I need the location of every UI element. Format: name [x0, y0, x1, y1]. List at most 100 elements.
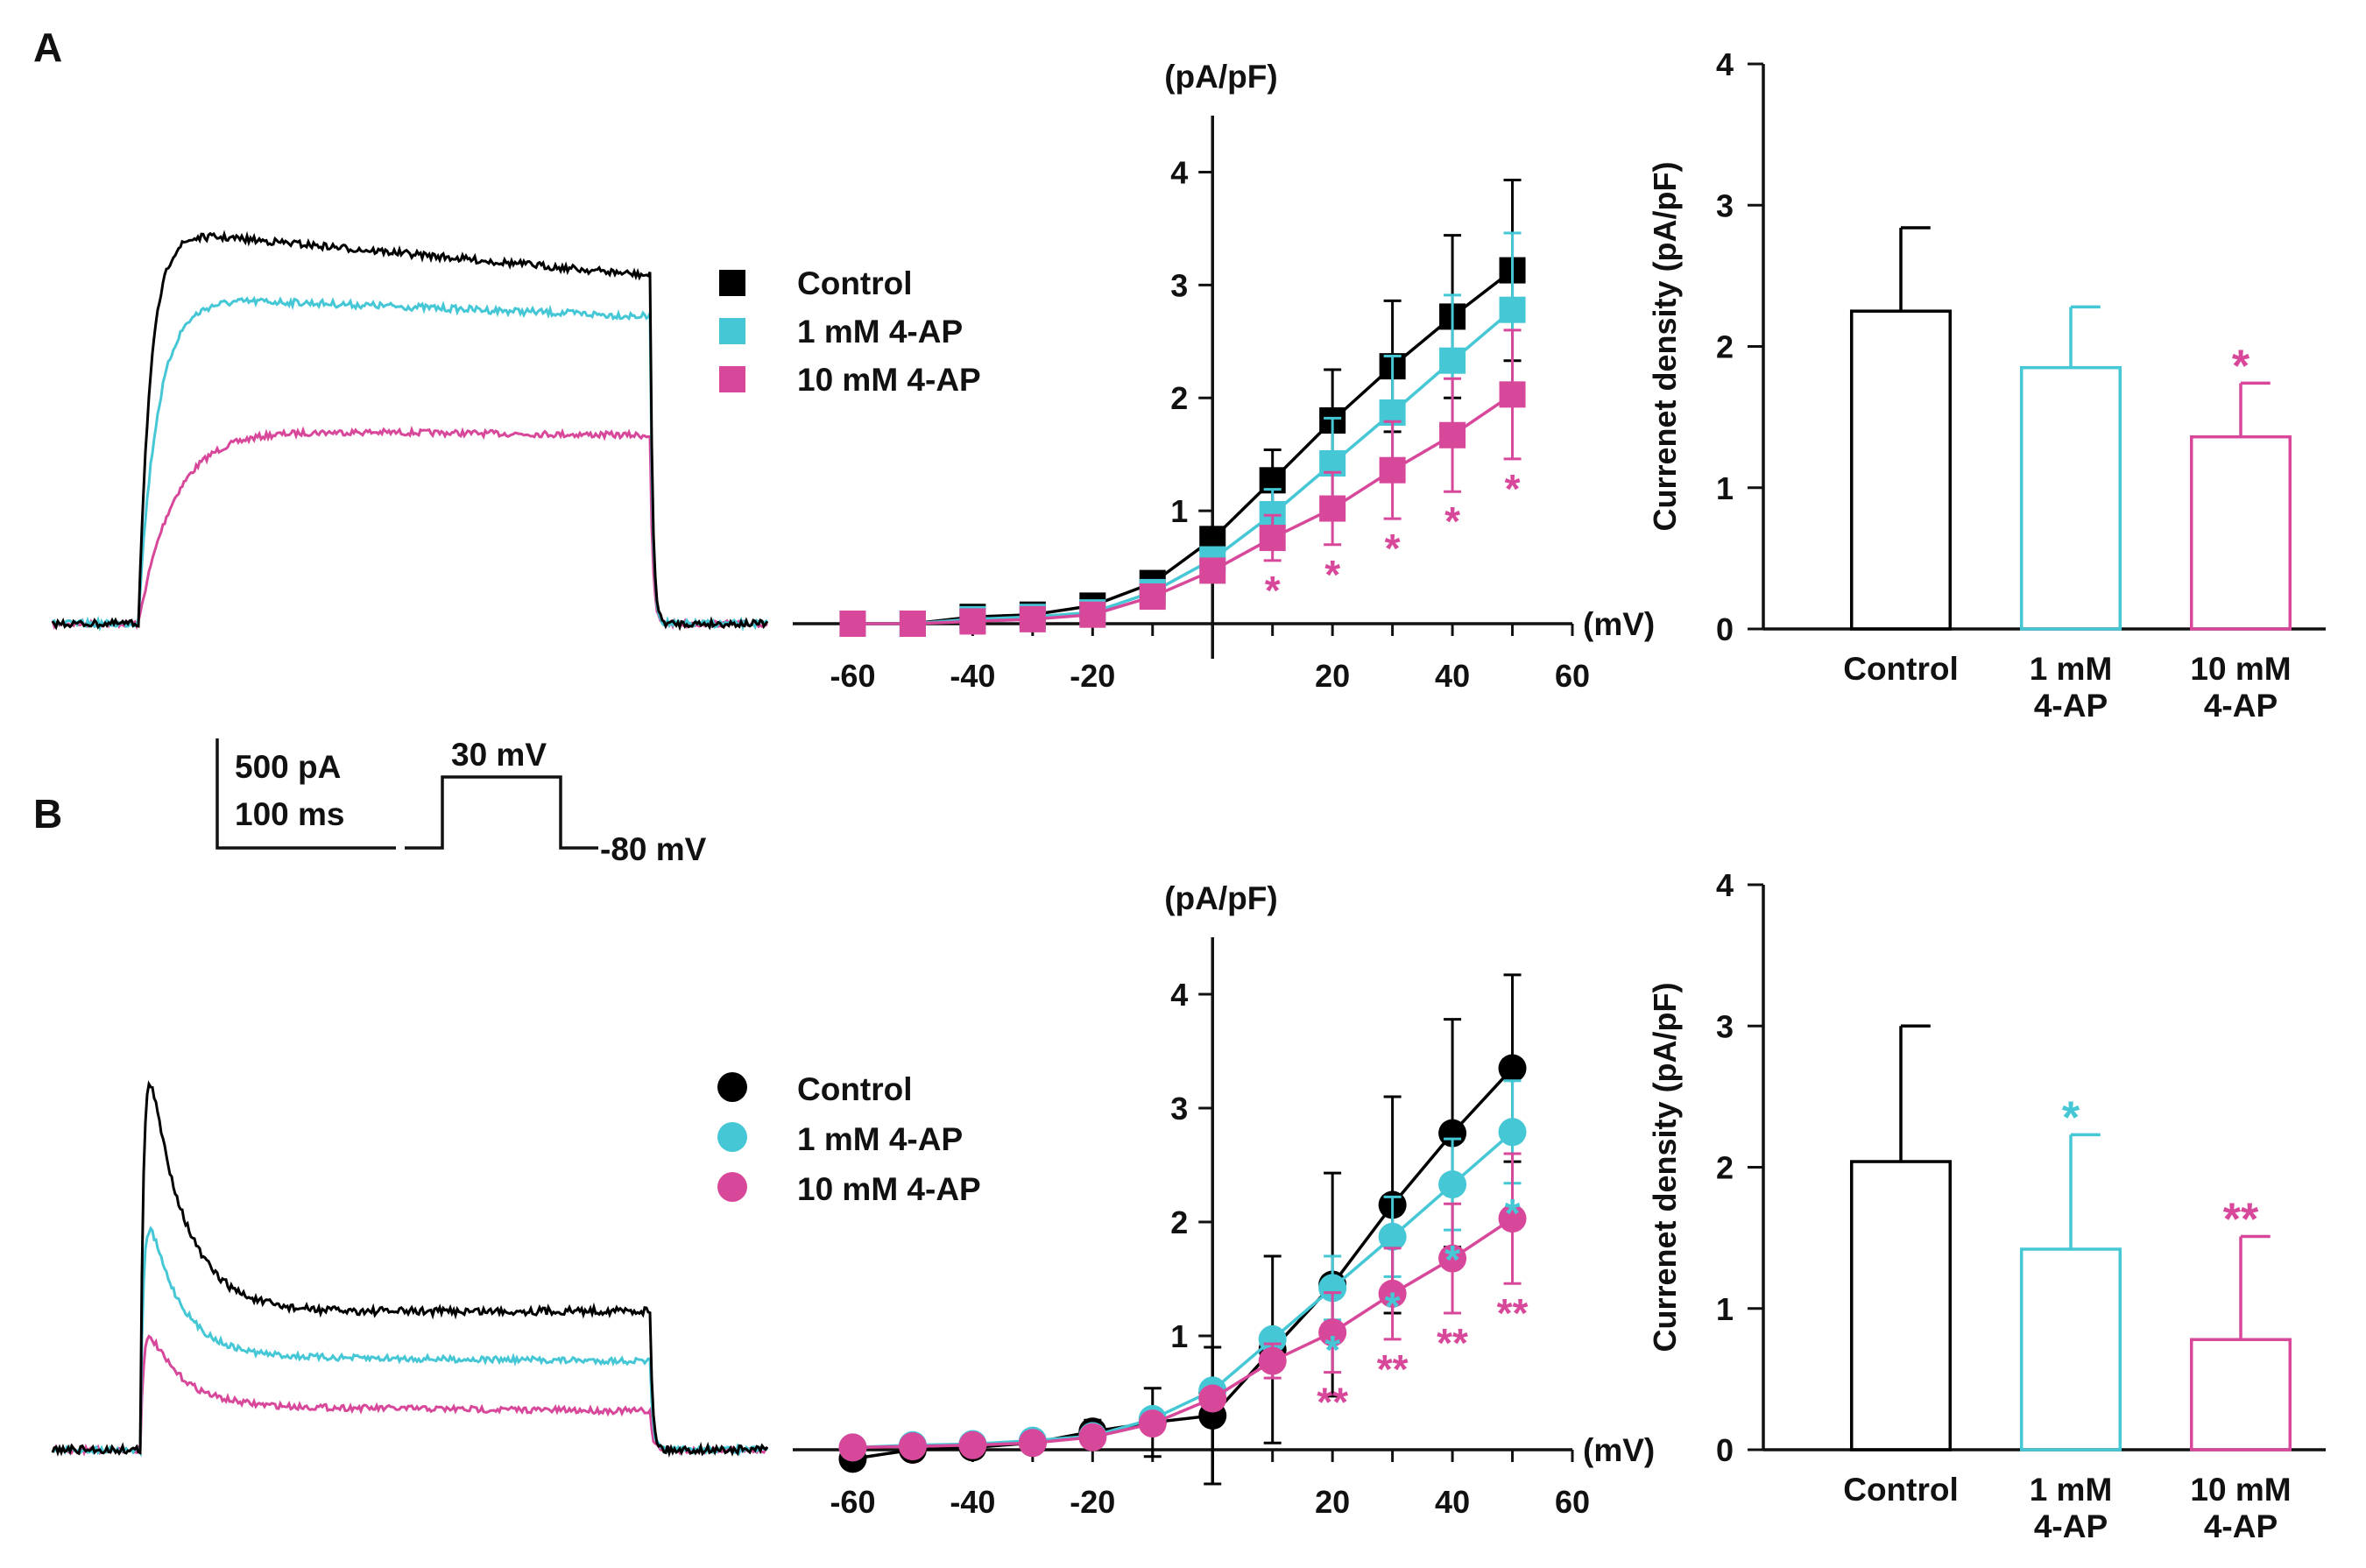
y-tick-label: 3	[1716, 187, 1734, 223]
data-point	[898, 1432, 927, 1461]
legend-b-1mm-label: 1 mM 4-AP	[797, 1121, 963, 1157]
data-point	[1138, 1409, 1167, 1438]
significance-mark: **	[2223, 1195, 2259, 1246]
category-label: 4-AP	[2034, 1508, 2108, 1544]
bar-chart-a: 0 1 2 3 4 Currenet density (pA/pF) Control 1 mM…	[1647, 46, 2326, 724]
y-axis-label: Currenet density (pA/pF)	[1647, 161, 1683, 531]
category-label: 10 mM	[2190, 651, 2291, 687]
legend-a: Control 1 mM 4-AP 10 mM 4-AP	[719, 265, 981, 398]
x-tick-label: -20	[1070, 1484, 1115, 1520]
significance-mark: *	[1265, 568, 1281, 613]
x-tick-label: -40	[950, 1484, 995, 1520]
data-point	[1499, 296, 1526, 323]
significance-mark: *	[2232, 341, 2250, 392]
data-point	[1199, 557, 1226, 584]
x-tick-label: -40	[950, 658, 995, 694]
scale-bar: 500 pA 100 ms	[215, 738, 396, 850]
significance-mark: *	[1385, 526, 1401, 571]
x-tick-label: -20	[1070, 658, 1115, 694]
y-tick-label: 1	[1716, 1291, 1734, 1327]
y-tick-label: 3	[1716, 1008, 1734, 1044]
significance-mark: *	[1324, 552, 1340, 597]
y-tick-label: 4	[1716, 46, 1734, 82]
bar	[1849, 309, 1953, 631]
significance-mark: *	[2062, 1092, 2080, 1143]
legend-a-control-label: Control	[797, 265, 913, 301]
legend-b-10mm-marker	[717, 1172, 747, 1202]
y-tick-label: 3	[1170, 1091, 1188, 1127]
voltage-protocol: 30 mV -80 mV	[405, 737, 707, 867]
significance-mark: *	[1444, 498, 1460, 544]
legend-b-control-label: Control	[797, 1071, 913, 1107]
legend-b-10mm-label: 10 mM 4-AP	[797, 1171, 981, 1207]
trace-a-10mm	[51, 425, 768, 631]
x-tick-label: -60	[830, 658, 875, 694]
bar	[2189, 1338, 2292, 1451]
x-tick-label: 60	[1555, 1484, 1590, 1520]
data-point	[1499, 381, 1526, 408]
significance-mark: *	[1444, 1237, 1460, 1282]
category-label: 1 mM	[2030, 1472, 2113, 1508]
protocol-step-label: 30 mV	[451, 737, 547, 773]
data-point	[1498, 1054, 1527, 1083]
category-label: 4-AP	[2204, 1508, 2278, 1544]
bar	[2019, 1247, 2122, 1451]
trace-a-control	[51, 230, 769, 632]
data-point	[1079, 601, 1106, 628]
y-axis-label: (pA/pF)	[1164, 880, 1277, 916]
series-10-mm-4-ap	[838, 1152, 1527, 1462]
significance-mark: **	[1317, 1380, 1348, 1425]
y-tick-label: 2	[1170, 1204, 1188, 1240]
data-point	[1139, 583, 1166, 611]
data-point	[1439, 421, 1466, 449]
data-point	[839, 611, 866, 637]
legend-a-1mm-marker	[719, 318, 745, 344]
data-point	[1259, 525, 1286, 552]
protocol-line	[405, 775, 598, 850]
legend-a-10mm-label: 10 mM 4-AP	[797, 362, 981, 398]
trace-panel-a	[51, 230, 769, 632]
bar-group-1	[2019, 1133, 2122, 1451]
data-point	[1438, 1170, 1467, 1199]
y-tick-label: 0	[1716, 1432, 1734, 1468]
data-point	[1378, 1222, 1407, 1251]
y-tick-label: 4	[1170, 977, 1188, 1013]
data-point	[959, 608, 986, 635]
bar-group-1	[2019, 305, 2122, 631]
bar-chart-b: 0 1 2 3 4 Currenet density (pA/pF) Control * 1 m…	[1647, 867, 2326, 1544]
data-point	[1379, 456, 1406, 484]
series-10-mm-4-ap	[839, 328, 1526, 637]
significance-mark: **	[1497, 1290, 1529, 1336]
category-label: 4-AP	[2034, 688, 2108, 724]
data-point	[1318, 1274, 1347, 1303]
iv-chart-a: -60 -40 -20 20 40 60 1 2 3 4 (pA/pF) (mV) * * * * *	[793, 59, 1655, 694]
category-label: 1 mM	[2030, 651, 2113, 687]
trace-b-control	[51, 1080, 769, 1458]
scale-bar-time: 100 ms	[235, 796, 345, 832]
trace-b-1mm	[52, 1225, 769, 1458]
scale-bar-current: 500 pA	[235, 749, 341, 785]
y-tick-label: 0	[1716, 611, 1734, 647]
data-point	[1198, 1384, 1227, 1413]
legend-b: Control 1 mM 4-AP 10 mM 4-AP	[717, 1071, 981, 1207]
bar-group-2	[2189, 1234, 2292, 1451]
y-tick-label: 1	[1716, 470, 1734, 506]
panel-label-b: B	[33, 791, 62, 837]
y-tick-label: 3	[1170, 267, 1188, 303]
x-tick-label: 40	[1435, 658, 1470, 694]
data-point	[1258, 1346, 1287, 1375]
x-tick-label: 20	[1315, 658, 1350, 694]
data-point	[1258, 1324, 1287, 1353]
category-label: Control	[1843, 1472, 1959, 1508]
data-point	[1319, 495, 1346, 522]
y-axis-label: (pA/pF)	[1164, 59, 1277, 95]
protocol-hold-label: -80 mV	[600, 831, 707, 867]
y-axis-label: Currenet density (pA/pF)	[1647, 982, 1683, 1352]
legend-b-control-marker	[717, 1072, 747, 1102]
y-tick-label: 2	[1716, 1150, 1734, 1186]
bar	[1849, 1160, 1953, 1451]
x-axis-label: (mV)	[1583, 1432, 1655, 1468]
iv-chart-b: -60 -40 -20 20 40 601234(pA/pF)(mV)**********…	[793, 880, 1655, 1520]
trace-panel-b	[51, 1080, 769, 1458]
